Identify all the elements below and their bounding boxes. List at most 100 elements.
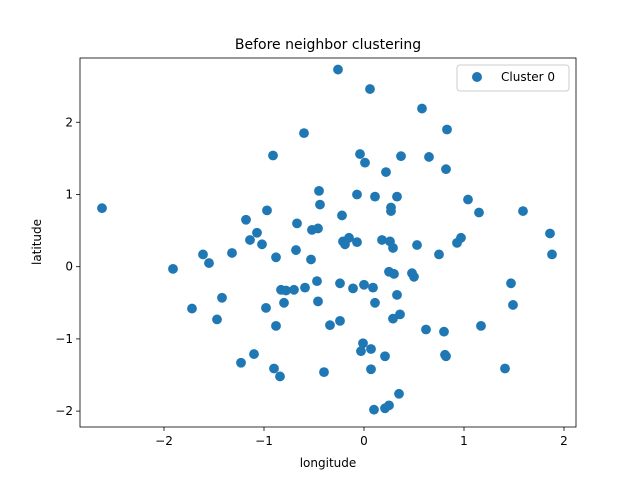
x-tick-label: −1 <box>255 434 273 448</box>
data-point <box>424 152 434 162</box>
data-point <box>252 227 262 238</box>
legend-marker-cluster-0 <box>472 72 482 82</box>
data-point <box>360 157 370 168</box>
data-point <box>358 338 368 349</box>
data-point <box>392 289 402 300</box>
data-points <box>97 64 557 415</box>
data-point <box>389 269 399 279</box>
data-point <box>306 254 316 265</box>
data-point <box>359 279 369 290</box>
data-point <box>545 228 555 239</box>
y-tick-label: 1 <box>65 187 73 201</box>
data-point <box>370 191 380 202</box>
data-point <box>281 285 291 296</box>
x-tick-label: −2 <box>155 434 173 448</box>
data-point <box>365 84 375 94</box>
data-point <box>421 324 431 335</box>
data-point <box>315 199 325 210</box>
data-point <box>370 297 380 308</box>
data-point <box>198 249 208 260</box>
data-point <box>386 202 396 213</box>
data-point <box>262 205 272 216</box>
data-point <box>463 194 473 205</box>
y-tick-label: −2 <box>55 404 73 418</box>
x-axis-label: longitude <box>300 456 357 470</box>
legend-box <box>456 64 570 92</box>
data-point <box>412 240 422 250</box>
x-axis-ticks: −2 −1 0 1 2 <box>155 427 568 448</box>
data-point <box>352 237 362 248</box>
data-point <box>217 292 227 303</box>
data-point <box>333 64 343 75</box>
data-point <box>236 357 246 368</box>
data-point <box>394 388 404 399</box>
data-point <box>366 364 376 375</box>
data-point <box>97 203 107 214</box>
data-point <box>325 320 335 331</box>
data-point <box>289 284 299 295</box>
y-axis-label: latitude <box>30 219 44 265</box>
data-point <box>300 282 310 293</box>
data-point <box>257 239 267 250</box>
data-point <box>474 207 484 218</box>
data-point <box>506 278 516 289</box>
data-point <box>269 363 279 374</box>
data-point <box>319 367 329 378</box>
y-tick-label: −1 <box>55 332 73 346</box>
x-tick-label: 0 <box>360 434 368 448</box>
data-point <box>547 249 557 260</box>
y-tick-label: 2 <box>65 115 73 129</box>
data-point <box>388 243 398 253</box>
data-point <box>434 249 444 260</box>
data-point <box>476 321 486 331</box>
data-point <box>249 349 259 359</box>
data-point <box>241 214 251 225</box>
data-point <box>335 278 345 289</box>
data-point <box>417 103 427 114</box>
data-point <box>396 151 406 162</box>
data-point <box>335 315 345 326</box>
data-point <box>299 128 309 139</box>
data-point <box>518 206 528 216</box>
data-point <box>456 232 466 243</box>
data-point <box>212 314 222 325</box>
data-point <box>441 351 451 362</box>
data-point <box>508 300 518 310</box>
data-point <box>268 150 278 161</box>
data-point <box>392 191 402 202</box>
data-point <box>279 297 289 308</box>
data-point <box>227 248 237 258</box>
data-point <box>261 302 271 313</box>
data-point <box>500 363 510 374</box>
data-point <box>369 404 379 415</box>
data-point <box>168 263 178 274</box>
data-point <box>313 296 323 307</box>
plot-area <box>80 58 576 427</box>
plot-frame <box>79 57 577 428</box>
data-point <box>395 309 405 320</box>
chart-title: Before neighbor clustering <box>235 37 421 53</box>
data-point <box>442 124 452 135</box>
y-tick-label: 0 <box>65 260 73 274</box>
data-point <box>291 245 301 255</box>
data-point <box>377 235 387 245</box>
data-point <box>368 282 378 293</box>
data-point <box>245 235 255 245</box>
data-point <box>271 252 281 263</box>
data-point <box>384 400 394 411</box>
legend: Cluster 0 <box>456 64 570 92</box>
y-axis-ticks: −2 −1 0 1 2 <box>55 115 80 418</box>
data-point <box>366 344 376 354</box>
data-point <box>348 283 358 294</box>
data-point <box>352 189 362 200</box>
data-point <box>275 371 285 382</box>
legend-label-cluster-0: Cluster 0 <box>501 70 555 84</box>
data-point <box>441 164 451 175</box>
data-point <box>314 185 324 196</box>
data-point <box>312 276 322 287</box>
x-tick-label: 2 <box>560 434 568 448</box>
x-tick-label: 1 <box>460 434 468 448</box>
data-point <box>388 313 398 324</box>
data-point <box>381 167 391 177</box>
